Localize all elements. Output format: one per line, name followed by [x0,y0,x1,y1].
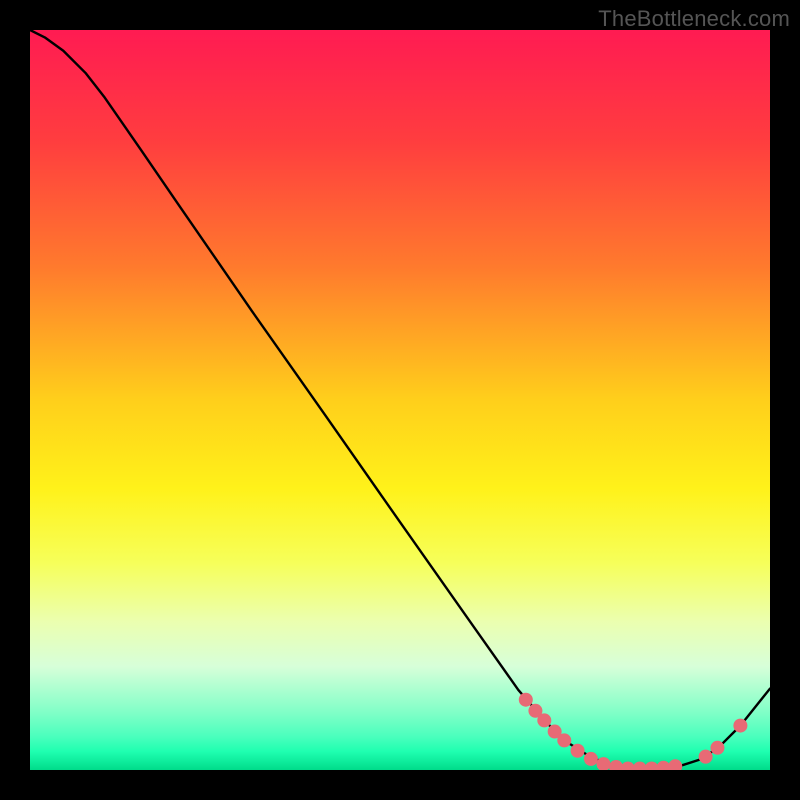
curve-marker [519,693,533,707]
curve-marker [699,750,713,764]
chart-area [30,30,770,770]
curve-marker [557,733,571,747]
gradient-background [30,30,770,770]
curve-marker [571,744,585,758]
bottleneck-chart [30,30,770,770]
curve-marker [537,713,551,727]
watermark-text: TheBottleneck.com [598,6,790,32]
curve-marker [584,752,598,766]
curve-marker [710,741,724,755]
curve-marker [733,719,747,733]
